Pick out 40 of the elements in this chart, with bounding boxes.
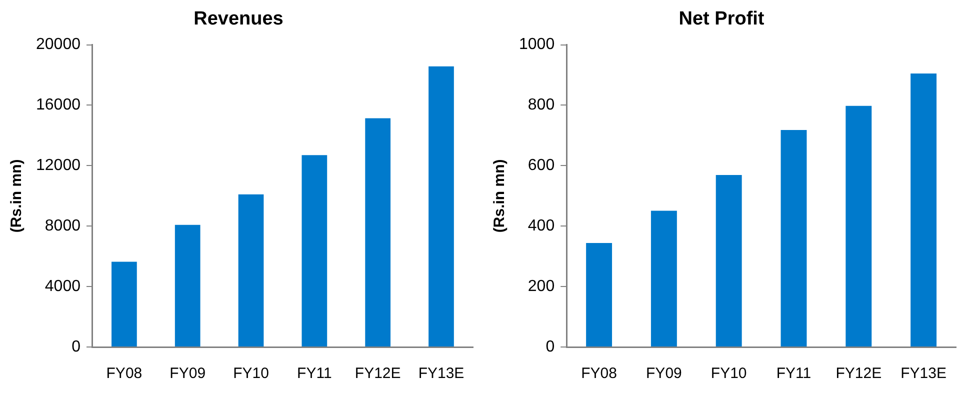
- bar: [586, 243, 612, 346]
- y-axis-title: (Rs.in mn): [8, 159, 26, 233]
- bar: [238, 194, 264, 346]
- x-tick-label: FY10: [233, 365, 269, 382]
- bar: [112, 262, 137, 346]
- x-tick-label: FY13E: [418, 365, 464, 382]
- y-tick-label: 12000: [36, 157, 81, 174]
- x-tick-label: FY11: [776, 365, 812, 382]
- y-tick-label: 16000: [36, 96, 81, 114]
- y-tick-label: 800: [528, 96, 555, 114]
- chart-title: Revenues: [194, 8, 284, 30]
- x-tick-label: FY13E: [900, 365, 946, 382]
- bar: [846, 106, 872, 346]
- y-tick-label: 8000: [44, 218, 81, 235]
- y-tick-label: 1000: [519, 36, 555, 54]
- bar: [716, 175, 742, 346]
- x-tick-label: FY08: [581, 365, 617, 382]
- y-tick-label: 200: [528, 278, 555, 295]
- x-tick-label: FY11: [297, 365, 332, 382]
- bar: [428, 66, 454, 346]
- chart-title: Net Profit: [678, 8, 765, 30]
- x-tick-label: FY08: [106, 365, 142, 382]
- x-tick-label: FY09: [646, 365, 682, 382]
- bar: [365, 118, 391, 346]
- x-tick-label: FY12E: [836, 365, 882, 382]
- y-tick-label: 600: [528, 157, 555, 174]
- bar: [780, 130, 807, 346]
- bar: [910, 74, 937, 346]
- y-tick-label: 0: [546, 338, 555, 356]
- x-tick-label: FY12E: [354, 365, 401, 382]
- bar: [650, 210, 677, 346]
- bar: [302, 155, 328, 346]
- x-tick-label: FY10: [710, 365, 747, 382]
- y-axis-title: (Rs.in mn): [491, 159, 508, 233]
- x-tick-label: FY09: [170, 365, 206, 382]
- y-tick-label: 400: [528, 218, 555, 235]
- y-tick-label: 20000: [36, 36, 81, 54]
- bar: [174, 224, 200, 346]
- y-tick-label: 0: [72, 338, 81, 356]
- y-tick-label: 4000: [44, 278, 81, 295]
